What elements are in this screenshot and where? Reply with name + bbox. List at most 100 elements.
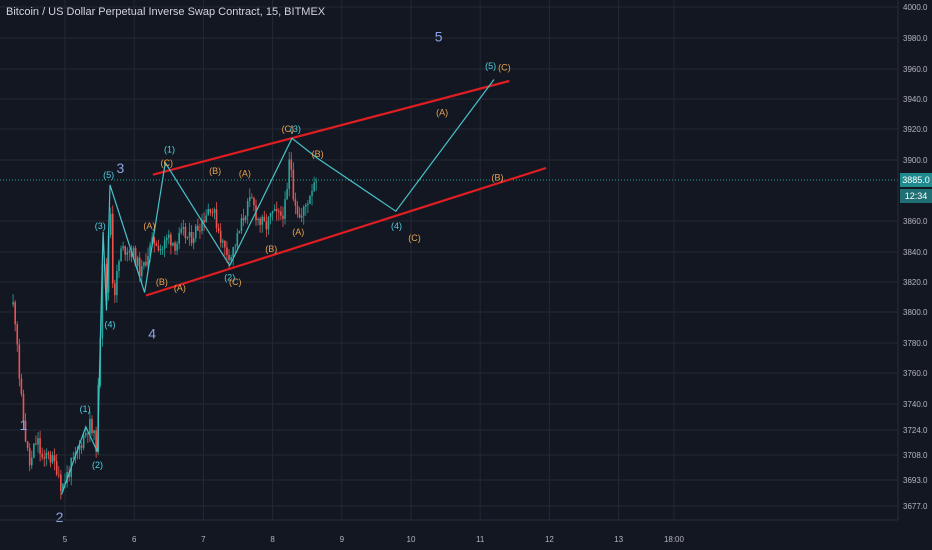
wave-label: (B): [492, 172, 504, 182]
trend-channel[interactable]: [145, 79, 547, 297]
candle-body: [242, 218, 245, 221]
candle-body: [20, 378, 23, 394]
candle-body: [172, 242, 174, 246]
candle-body: [132, 247, 135, 257]
candle-body: [51, 455, 54, 463]
candle-body: [82, 435, 85, 448]
x-tick-label: 8: [270, 535, 275, 544]
time-axis[interactable]: 5 6 7 8 9 10 11 12 13 18:00: [63, 535, 685, 544]
candle-body: [251, 197, 253, 198]
candle-body: [305, 205, 307, 207]
candle-body: [122, 246, 124, 249]
y-tick-label: 3820.0: [903, 278, 928, 287]
candle-body: [315, 181, 317, 183]
candle-body: [296, 205, 299, 215]
candle-body: [136, 257, 139, 266]
x-tick-label: 6: [132, 535, 137, 544]
candle-body: [141, 266, 143, 277]
wave-label: (3): [290, 124, 301, 134]
bar-countdown-badge: 12:34: [900, 189, 932, 203]
chart-title: Bitcoin / US Dollar Perpetual Inverse Sw…: [6, 6, 326, 18]
candle-body: [201, 219, 203, 231]
wave-label: (A): [174, 283, 186, 293]
candle-body: [263, 216, 266, 222]
channel-line: [152, 79, 510, 176]
y-tick-label: 3840.0: [903, 248, 928, 257]
candle-body: [302, 206, 305, 216]
candle-body: [149, 244, 151, 256]
candle-body: [130, 251, 133, 257]
candle-body: [18, 344, 21, 379]
candle-body: [205, 215, 207, 223]
candle-body: [33, 443, 35, 458]
candle-body: [307, 203, 309, 206]
candle-body: [282, 215, 284, 219]
wave-label: (5): [485, 61, 496, 71]
candle-body: [28, 448, 31, 466]
candle-body: [163, 240, 166, 249]
y-tick-label: 4000.0: [903, 3, 928, 12]
wave-label: 5: [435, 28, 443, 44]
candle-body: [22, 393, 25, 422]
candle-body: [209, 208, 212, 213]
candle-body: [238, 231, 241, 234]
wave-label: (B): [312, 149, 324, 159]
candle-body: [155, 243, 158, 246]
candle-body: [267, 217, 270, 230]
candle-body: [224, 240, 226, 248]
y-tick-label: 3677.0: [903, 502, 928, 511]
candle-body: [47, 452, 50, 455]
candle-body: [234, 246, 237, 248]
candle-body: [134, 247, 137, 266]
candle-body: [87, 433, 89, 435]
candle-body: [257, 218, 259, 221]
candle-body: [182, 226, 185, 229]
y-tick-label: 3724.0: [903, 426, 928, 435]
candle-body: [286, 188, 288, 200]
elliott-wave-path[interactable]: [60, 79, 495, 495]
candle-body: [55, 461, 58, 475]
wave-label: 2: [56, 509, 64, 525]
candle-body: [290, 159, 293, 170]
wave-label: (C): [498, 63, 511, 73]
candle-body: [265, 221, 268, 230]
candle-body: [37, 438, 39, 445]
x-tick-label: 11: [476, 535, 485, 544]
candle-body: [91, 418, 93, 434]
wave-label: (2): [224, 273, 235, 283]
candle-body: [217, 227, 220, 231]
candle-body: [78, 445, 81, 451]
x-tick-label: 13: [614, 535, 623, 544]
candle-body: [153, 237, 156, 244]
wave-label: (C): [160, 158, 173, 168]
price-axis[interactable]: 4000.0 3980.0 3960.0 3940.0 3920.0 3900.0 3860…: [903, 3, 928, 511]
candle-body: [170, 234, 172, 246]
candle-body: [174, 242, 176, 251]
candle-body: [188, 231, 191, 237]
candle-body: [313, 182, 315, 192]
candle-body: [261, 216, 264, 225]
y-tick-label: 3900.0: [903, 156, 928, 165]
candle-body: [116, 271, 118, 296]
candle-body: [128, 251, 131, 253]
x-tick-label: 18:00: [664, 535, 685, 544]
candle-body: [236, 233, 239, 247]
candle-body: [159, 249, 162, 251]
wave-label: (2): [92, 460, 103, 470]
candle-body: [45, 452, 48, 459]
candle-body: [176, 243, 178, 251]
wave-label: (B): [156, 277, 168, 287]
candle-body: [53, 455, 56, 462]
candle-body: [203, 219, 205, 223]
candle-body: [211, 212, 214, 214]
candle-body: [219, 230, 222, 243]
candle-body: [147, 255, 149, 266]
candle-body: [232, 247, 234, 258]
wave-label: (C): [229, 277, 242, 287]
candle-body: [24, 421, 27, 442]
y-tick-label: 3860.0: [903, 217, 928, 226]
candle-body: [180, 228, 183, 233]
wave-label: (1): [164, 144, 175, 154]
candle-body: [57, 474, 60, 476]
